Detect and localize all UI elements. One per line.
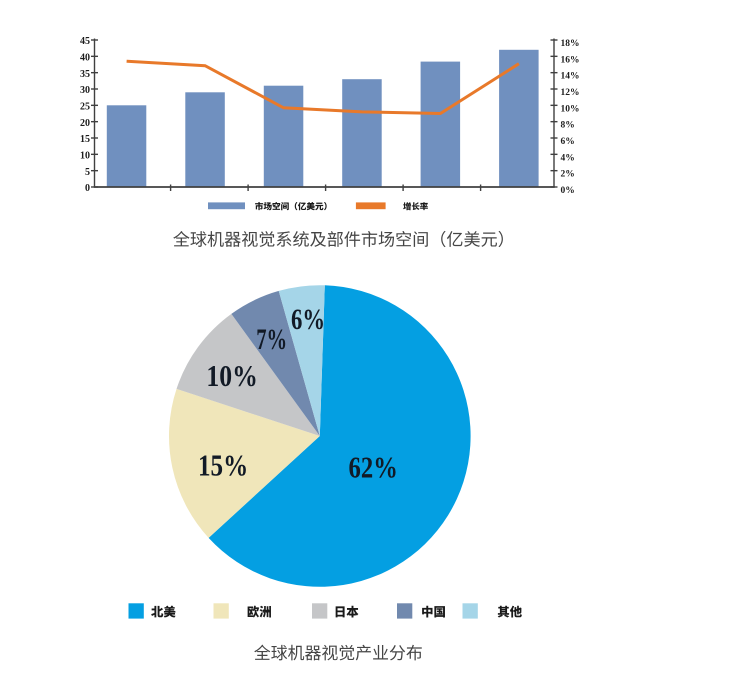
svg-text:12%: 12% <box>561 88 580 98</box>
svg-text:10: 10 <box>80 151 90 162</box>
svg-text:4%: 4% <box>561 153 575 163</box>
svg-text:8%: 8% <box>561 121 575 131</box>
svg-text:16%: 16% <box>561 55 580 65</box>
svg-text:6%: 6% <box>561 137 575 147</box>
svg-text:2%: 2% <box>561 170 575 180</box>
svg-text:0%: 0% <box>561 186 575 196</box>
svg-text:10%: 10% <box>206 360 257 394</box>
svg-text:5: 5 <box>85 167 90 178</box>
svg-text:35: 35 <box>80 69 90 80</box>
svg-text:40: 40 <box>80 53 90 64</box>
svg-text:14%: 14% <box>561 72 580 82</box>
svg-text:20: 20 <box>80 118 90 129</box>
svg-text:15: 15 <box>80 134 90 145</box>
svg-text:45: 45 <box>80 36 90 47</box>
svg-text:30: 30 <box>80 85 90 96</box>
svg-text:15%: 15% <box>198 449 248 483</box>
svg-text:25: 25 <box>80 102 90 113</box>
svg-text:6%: 6% <box>291 303 325 335</box>
svg-text:7%: 7% <box>256 322 287 356</box>
svg-text:0: 0 <box>85 183 90 194</box>
svg-text:18%: 18% <box>561 39 580 49</box>
svg-text:10%: 10% <box>561 104 580 114</box>
svg-text:62%: 62% <box>349 451 398 485</box>
